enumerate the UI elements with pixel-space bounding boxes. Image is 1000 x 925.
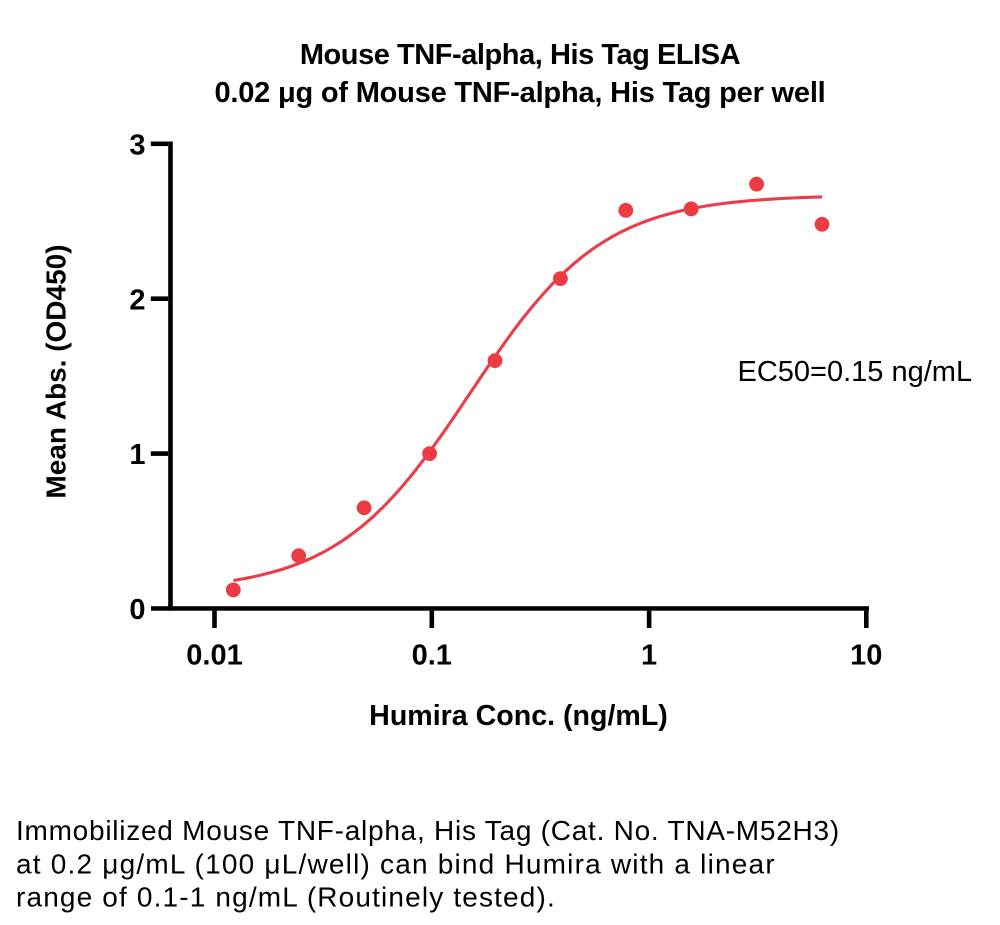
svg-text:0.1: 0.1 (412, 640, 452, 672)
svg-text:0.01: 0.01 (186, 640, 242, 672)
svg-text:0.02 μg of Mouse TNF-alpha, Hi: 0.02 μg of Mouse TNF-alpha, His Tag per … (214, 77, 825, 109)
svg-text:2: 2 (129, 284, 145, 316)
svg-text:range of 0.1-1 ng/mL (Routinel: range of 0.1-1 ng/mL (Routinely tested). (16, 882, 556, 913)
svg-text:at 0.2 μg/mL (100 μL/well) can: at 0.2 μg/mL (100 μL/well) can bind Humi… (16, 848, 776, 879)
svg-text:Mouse TNF-alpha, His Tag ELISA: Mouse TNF-alpha, His Tag ELISA (300, 39, 741, 71)
svg-text:EC50=0.15 ng/mL: EC50=0.15 ng/mL (738, 356, 973, 388)
svg-text:0: 0 (129, 594, 145, 626)
svg-text:10: 10 (850, 640, 882, 672)
svg-text:1: 1 (129, 439, 145, 471)
svg-text:1: 1 (641, 640, 657, 672)
svg-text:Humira Conc. (ng/mL): Humira Conc. (ng/mL) (369, 700, 668, 732)
svg-text:Immobilized Mouse TNF-alpha, H: Immobilized Mouse TNF-alpha, His Tag (Ca… (16, 815, 840, 846)
svg-text:3: 3 (129, 129, 145, 161)
svg-text:Mean Abs. (OD450): Mean Abs. (OD450) (40, 244, 71, 498)
